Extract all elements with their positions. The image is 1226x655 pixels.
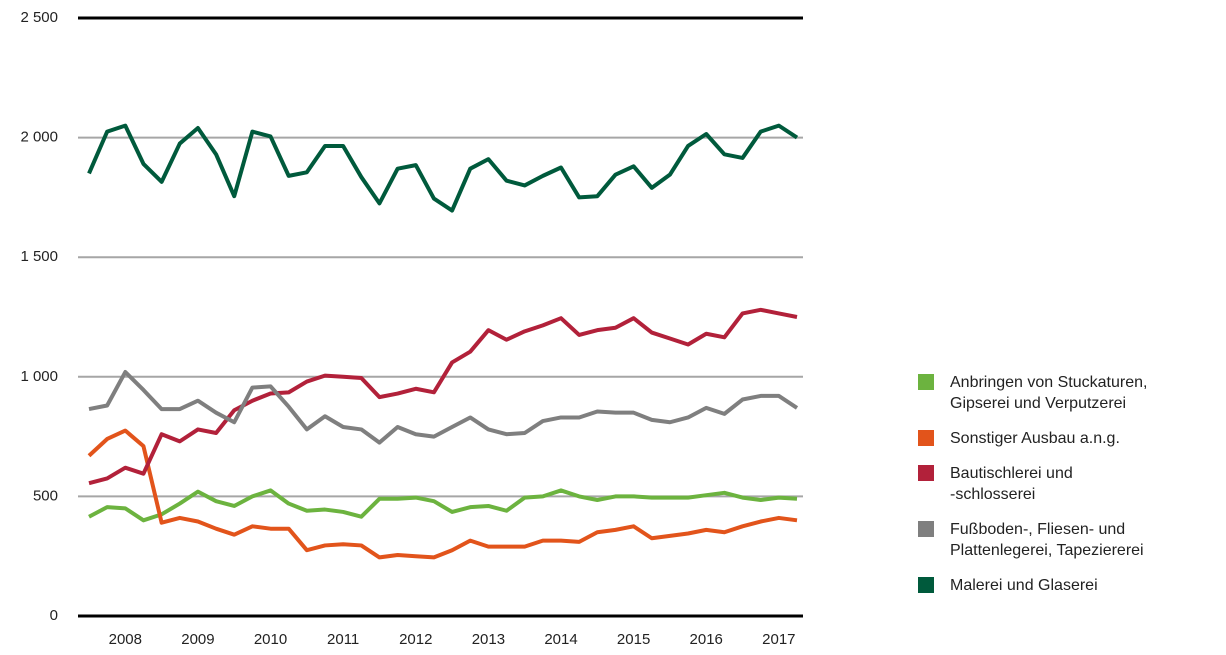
y-tick-label: 2 000 <box>20 129 58 146</box>
legend-swatch <box>918 374 934 390</box>
legend-item: Fußboden-, Fliesen- und Plattenlegerei, … <box>918 519 1218 561</box>
series-line <box>88 307 798 486</box>
legend-item: Sonstiger Ausbau a.n.g. <box>918 428 1218 449</box>
series-line <box>88 370 799 445</box>
x-tick-label: 2014 <box>544 631 577 648</box>
legend-label: Fußboden-, Fliesen- und Plattenlegerei, … <box>950 521 1144 559</box>
legend-item: Anbringen von Stuckaturen, Gipserei und … <box>918 372 1218 414</box>
legend: Anbringen von Stuckaturen, Gipserei und … <box>918 372 1218 610</box>
legend-item: Malerei und Glaserei <box>918 575 1218 596</box>
legend-label: Malerei und Glaserei <box>950 577 1098 594</box>
legend-item: Bautischlerei und -schlosserei <box>918 463 1218 505</box>
legend-swatch <box>918 521 934 537</box>
x-tick-label: 2011 <box>327 631 359 648</box>
legend-label: Sonstiger Ausbau a.n.g. <box>950 430 1120 447</box>
x-tick-label: 2015 <box>617 631 650 648</box>
legend-swatch <box>918 577 934 593</box>
x-tick-label: 2008 <box>109 631 142 648</box>
x-tick-label: 2009 <box>181 631 214 648</box>
x-tick-label: 2010 <box>254 631 287 648</box>
series-line <box>87 123 799 213</box>
chart: 0 500 1 000 1 500 2 000 2 500 2008 2009 2010 2011… <box>20 9 803 648</box>
series-line <box>88 488 798 523</box>
y-tick-label: 0 <box>50 607 58 624</box>
y-tick-label: 2 500 <box>20 9 58 26</box>
y-tick-label: 1 000 <box>20 368 58 385</box>
legend-label: Bautischlerei und -schlosserei <box>950 465 1073 503</box>
legend-label: Anbringen von Stuckaturen, Gipserei und … <box>950 374 1148 412</box>
legend-swatch <box>918 430 934 446</box>
x-tick-label: 2012 <box>399 631 432 648</box>
x-tick-label: 2013 <box>472 631 505 648</box>
legend-swatch <box>918 465 934 481</box>
y-tick-label: 1 500 <box>20 248 58 265</box>
x-tick-label: 2016 <box>690 631 723 648</box>
series-line <box>87 428 798 560</box>
y-tick-label: 500 <box>33 487 58 504</box>
x-tick-label: 2017 <box>762 631 795 648</box>
